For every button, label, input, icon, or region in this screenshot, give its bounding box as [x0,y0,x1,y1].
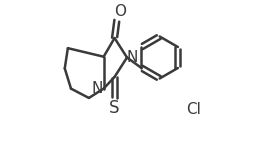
Text: Cl: Cl [187,102,201,117]
Text: N: N [92,81,103,96]
Text: O: O [114,4,126,19]
Text: N: N [127,50,138,65]
Text: S: S [109,99,120,117]
